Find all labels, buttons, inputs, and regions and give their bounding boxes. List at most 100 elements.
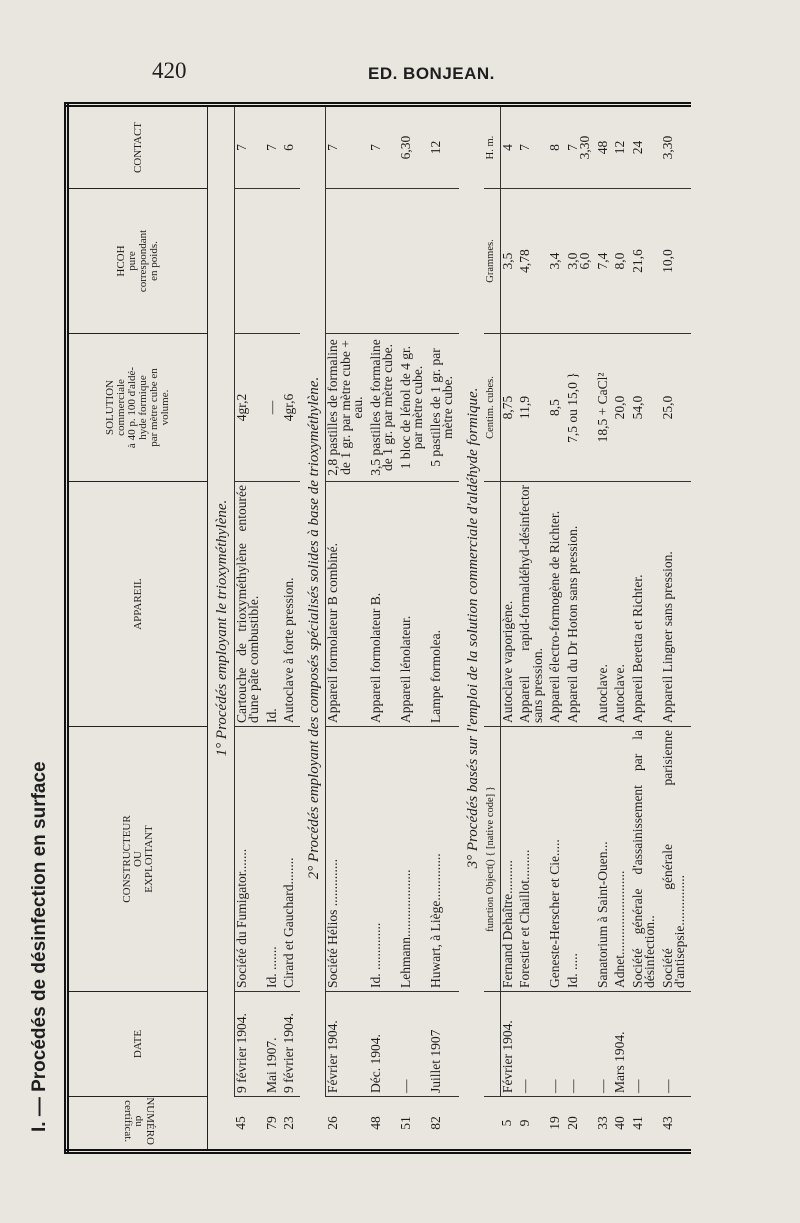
- cell-contact: 4: [500, 104, 518, 189]
- cell-constructor: Id. ..............: [368, 726, 399, 992]
- col-number-label: NUMÉRO du certificat.: [121, 1097, 156, 1145]
- cell-number: 9: [517, 1119, 532, 1127]
- cell-hcoh: [282, 188, 300, 334]
- rotated-table-block: I. — Procédés de désinfection en surface…: [20, 97, 792, 1162]
- cell-appareil: Appareil électro-formogène de Richter.: [547, 481, 566, 727]
- cell-solution: —: [264, 333, 282, 482]
- cell-constructor: Société du Fumigator.......: [234, 726, 265, 992]
- cell-appareil: Autoclave.: [595, 481, 613, 727]
- cell-number: 20: [564, 1116, 580, 1130]
- cell-date: Mars 1904.: [612, 991, 631, 1097]
- table-row: 23 9 février 1904. Cirard et Gauchard.....…: [281, 104, 300, 1152]
- cell-constructor: Fernand Dehaître..........: [500, 726, 518, 992]
- table-row: 26 Février 1904. Société Hélios ..........…: [325, 104, 369, 1152]
- cell-contact: 12: [612, 104, 631, 189]
- cell-appareil: Autoclave.: [612, 481, 631, 727]
- table-row: 82 Juillet 1907 Huwart, à Liège...........…: [427, 104, 459, 1152]
- cell-date: —: [398, 991, 429, 1097]
- col-date: DATE: [66, 991, 208, 1097]
- table-row: 45 9 février 1904. Société du Fumigator...…: [233, 104, 265, 1152]
- cell-number: 40: [612, 1116, 627, 1130]
- cell-appareil: Appareil formolateur B combiné.: [325, 481, 369, 727]
- cell-solution: 2,8 pastilles de formaline de 1 gr. par …: [325, 333, 369, 482]
- cell-date: Février 1904.: [500, 991, 518, 1097]
- cell-date: Février 1904.: [325, 991, 369, 1097]
- cell-contact: 7 3,30: [565, 104, 596, 189]
- cell-solution: 8,5: [547, 333, 566, 482]
- cell-appareil: Appareil rapid-formaldéhyd-désinfector s…: [517, 481, 548, 727]
- cell-contact: 48: [595, 104, 613, 189]
- cell-contact: 6,30: [398, 104, 429, 189]
- units-row: function Object() { [native code] } Centi…: [484, 104, 500, 1152]
- cell-number: 33: [594, 1116, 610, 1130]
- cell-solution: 3,5 pastilles de formaline de 1 gr. par …: [368, 333, 399, 482]
- unit-appareil: [484, 481, 500, 727]
- unit-constructor: function Object() { [native code] }: [484, 726, 500, 992]
- cell-contact: 7: [264, 104, 282, 189]
- cell-hcoh: 4,78: [517, 188, 548, 334]
- table-row: 48 Déc. 1904. Id. .............. Appareil f…: [367, 104, 399, 1152]
- section-title: 3° Procédés basés sur l'emploi de la sol…: [464, 387, 481, 869]
- cell-constructor: Forestier et Chaillot.........: [517, 726, 548, 992]
- cell-number: 19: [547, 1116, 562, 1130]
- cell-number: 48: [367, 1116, 383, 1130]
- col-hcoh: HCOH pure correspondant en poids.: [66, 188, 208, 334]
- cell-appareil: Cartouche de trioxyméthylène entourée d'…: [234, 481, 265, 727]
- cell-date: Déc. 1904.: [368, 991, 399, 1097]
- cell-number: 82: [427, 1116, 443, 1130]
- cell-hcoh: 3,0 6,0: [565, 188, 596, 334]
- cell-constructor: Geneste-Herscher et Cie.....: [547, 726, 566, 992]
- cell-number: 41: [629, 1116, 645, 1130]
- cell-constructor: Société générale d'assainissement par la…: [630, 726, 661, 992]
- cell-date: —: [517, 991, 548, 1097]
- cell-constructor: Adnet.........................: [612, 726, 631, 992]
- table-row: 79 Mai 1907. Id. ....... Id. — 7: [263, 104, 282, 1152]
- cell-hcoh: [428, 188, 459, 334]
- table-row: 43 — Société générale parisienne d'antisep…: [660, 104, 691, 1152]
- cell-contact: 7: [517, 104, 548, 189]
- cell-appareil: Appareil Lingner sans pression.: [660, 481, 691, 727]
- cell-constructor: Id. .......: [264, 726, 282, 992]
- cell-hcoh: [234, 188, 265, 334]
- cell-solution: 4gr,2: [234, 333, 265, 482]
- cell-contact: 6: [281, 104, 300, 189]
- unit-date: [484, 991, 500, 1097]
- cell-contact: 7: [325, 104, 369, 189]
- cell-date: Mai 1907.: [264, 991, 282, 1097]
- section-title: 2° Procédés employant des composés spéci…: [305, 376, 322, 880]
- cell-hcoh: [398, 188, 429, 334]
- cell-hcoh: 21,6: [630, 188, 661, 334]
- cell-date: 9 février 1904.: [234, 991, 265, 1097]
- cell-solution: 1 bloc de lénol de 4 gr. par mètre cube.: [398, 333, 429, 482]
- unit-hcoh: Grammes.: [484, 188, 500, 334]
- cell-number: 79: [263, 1116, 279, 1130]
- cell-date: Juillet 1907: [428, 991, 459, 1097]
- cell-solution: 7,5 ou 15,0 }: [565, 333, 596, 482]
- unit-number: [484, 1097, 500, 1152]
- cell-solution: 11,9: [517, 333, 548, 482]
- section-title-row: 1° Procédés employant le trioxyméthylène…: [208, 105, 235, 1152]
- cell-constructor: Lehmann....................: [398, 726, 429, 992]
- col-number: NUMÉRO du certificat.: [66, 1096, 208, 1152]
- cell-number: 5: [499, 1119, 514, 1127]
- cell-appareil: Appareil lénolateur.: [398, 481, 429, 727]
- cell-date: —: [595, 991, 613, 1097]
- cell-date: —: [660, 991, 691, 1097]
- cell-constructor: Id. .....: [565, 726, 596, 992]
- cell-solution: 54,0: [630, 333, 661, 482]
- cell-hcoh: 8,0: [612, 188, 631, 334]
- cell-date: —: [565, 991, 596, 1097]
- table-row: 19 — Geneste-Herscher et Cie..... Appareil …: [547, 104, 566, 1152]
- cell-contact: 7: [234, 104, 265, 189]
- cell-hcoh: 3,5: [500, 188, 518, 334]
- cell-solution: 18,5 + CaCl²: [595, 333, 613, 482]
- cell-appareil: Appareil du Dr Hoton sans pression.: [565, 481, 596, 727]
- cell-number: 23: [281, 1116, 296, 1130]
- cell-hcoh: 10,0: [660, 188, 691, 334]
- disinfection-table: NUMÉRO du certificat. DATE CONSTRUCTEUR …: [64, 102, 691, 1154]
- cell-solution: 20,0: [612, 333, 631, 482]
- col-solution: SOLUTION commerciale à 40 p. 100 d'aldé-…: [66, 333, 208, 482]
- cell-hcoh: [325, 188, 369, 334]
- table-row: 9 — Forestier et Chaillot......... Appareil…: [517, 104, 548, 1152]
- cell-hcoh: 3,4: [547, 188, 566, 334]
